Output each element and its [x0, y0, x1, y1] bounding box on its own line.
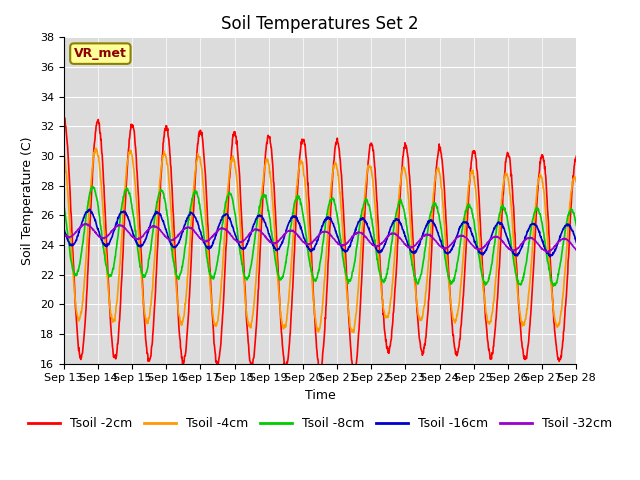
X-axis label: Time: Time: [305, 389, 335, 402]
Y-axis label: Soil Temperature (C): Soil Temperature (C): [21, 136, 34, 265]
Text: VR_met: VR_met: [74, 47, 127, 60]
Legend: Tsoil -2cm, Tsoil -4cm, Tsoil -8cm, Tsoil -16cm, Tsoil -32cm: Tsoil -2cm, Tsoil -4cm, Tsoil -8cm, Tsoi…: [23, 412, 617, 435]
Title: Soil Temperatures Set 2: Soil Temperatures Set 2: [221, 15, 419, 33]
